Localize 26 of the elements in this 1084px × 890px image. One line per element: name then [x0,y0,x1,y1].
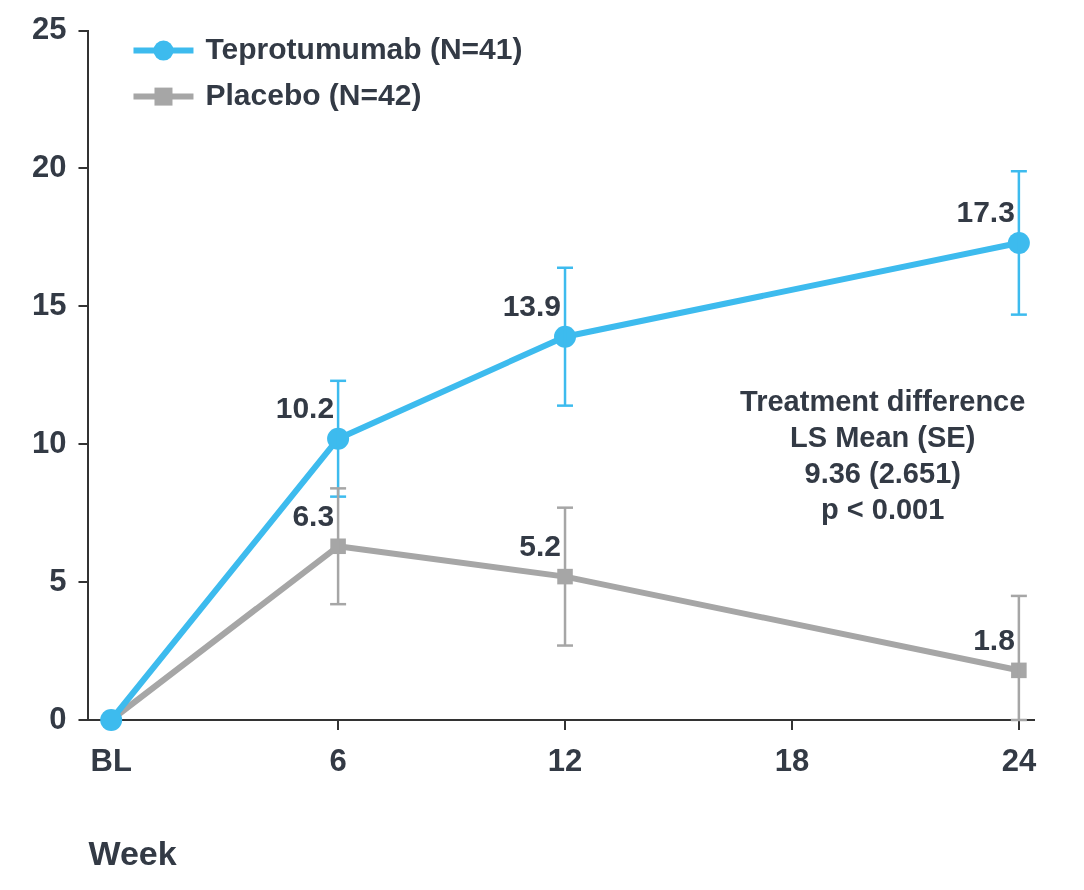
y-tick-label: 0 [49,700,67,736]
annotation: p < 0.001 [821,492,945,525]
x-axis-title: Week [88,833,177,872]
y-tick-label: 25 [32,11,67,47]
legend-label: Teprotumumab (N=41) [205,31,523,65]
y-tick-label: 15 [32,286,67,322]
y-tick-label: 5 [49,562,67,598]
annotation: Treatment difference [740,384,1026,417]
y-tick-label: 10 [32,424,67,460]
point [330,538,346,555]
x-tick-label: 24 [1001,743,1037,779]
annotation: 9.36 (2.651) [804,456,961,489]
x-tick-label: 18 [774,743,810,779]
data-label: 10.2 [275,390,335,424]
data-label: 5.2 [519,528,562,562]
x-tick-label: 6 [329,743,347,779]
y-tick-label: 20 [32,149,67,185]
data-label: 6.3 [292,498,335,532]
data-label: 1.8 [973,622,1015,656]
x-tick-label: BL [90,743,132,779]
annotation: LS Mean (SE) [790,420,976,453]
legend-label: Placebo (N=42) [205,77,422,111]
x-tick-label: 12 [547,743,583,779]
data-label: 17.3 [956,195,1015,229]
point [100,709,123,731]
data-label: 13.9 [502,288,562,322]
